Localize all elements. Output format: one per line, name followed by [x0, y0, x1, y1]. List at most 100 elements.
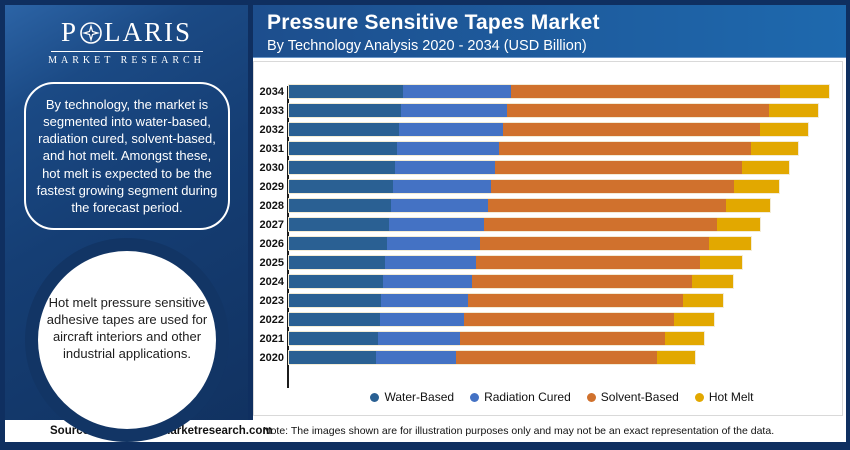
bar-segment-water-based — [289, 218, 390, 231]
stacked-bar — [289, 161, 790, 174]
bar-segment-hot-melt — [751, 142, 799, 155]
year-label: 2022 — [259, 313, 284, 326]
bar-segment-hot-melt — [742, 161, 790, 174]
year-label: 2030 — [259, 161, 284, 174]
logo-divider — [50, 51, 203, 52]
bar-segment-solvent-based — [487, 199, 726, 212]
year-label: 2020 — [259, 351, 284, 364]
year-label: 2032 — [259, 123, 284, 136]
bar-segment-solvent-based — [456, 351, 657, 364]
chart-row: 2021 — [254, 329, 836, 348]
stacked-bar — [289, 180, 780, 193]
stacked-bar — [289, 199, 771, 212]
bar-segment-hot-melt — [780, 85, 829, 98]
circle-text: Hot melt pressure sensitive adhesive tap… — [46, 295, 208, 361]
bar-segment-hot-melt — [699, 256, 742, 269]
bar-segment-radiation-cured — [397, 142, 499, 155]
legend-dot-icon — [470, 392, 480, 402]
bar-track — [289, 351, 836, 364]
year-label: 2023 — [259, 294, 284, 307]
legend-dot-icon — [586, 392, 596, 402]
stacked-bar — [289, 351, 695, 364]
bar-segment-water-based — [289, 199, 392, 212]
stacked-bar — [289, 85, 829, 98]
chart-panel: 2034 2033 2032 2031 2030 2029 2028 2027 2026 2025… — [253, 61, 843, 416]
bar-segment-solvent-based — [490, 180, 734, 193]
chart-row: 2024 — [254, 272, 836, 291]
bar-segment-radiation-cured — [399, 123, 503, 136]
bar-segment-hot-melt — [664, 332, 704, 345]
bar-segment-solvent-based — [483, 218, 717, 231]
legend-item: Hot Melt — [694, 390, 754, 404]
legend-label: Water-Based — [384, 390, 455, 404]
stacked-bar — [289, 142, 799, 155]
legend-label: Solvent-Based — [600, 390, 679, 404]
year-label: 2034 — [259, 85, 284, 98]
sidebar-circle-ring: Hot melt pressure sensitive adhesive tap… — [25, 238, 229, 442]
bar-segment-solvent-based — [498, 142, 752, 155]
bar-segment-radiation-cured — [387, 237, 480, 250]
bar-track — [289, 142, 836, 155]
chart-row: 2029 — [254, 177, 836, 196]
bar-segment-water-based — [289, 351, 376, 364]
bar-segment-hot-melt — [760, 123, 809, 136]
legend-item: Radiation Cured — [470, 390, 571, 404]
chart-row: 2023 — [254, 291, 836, 310]
bar-track — [289, 85, 836, 98]
callout-text: By technology, the market is segmented i… — [36, 96, 218, 215]
legend-dot-icon — [370, 392, 380, 402]
logo-subtitle: MARKET RESEARCH — [48, 55, 205, 66]
bar-segment-radiation-cured — [393, 180, 491, 193]
year-label: 2027 — [259, 218, 284, 231]
bar-segment-water-based — [289, 161, 396, 174]
bar-segment-hot-melt — [673, 313, 714, 326]
chart-legend: Water-Based Radiation Cured Solvent-Based H… — [288, 390, 836, 404]
bar-track — [289, 313, 836, 326]
bar-segment-water-based — [289, 180, 394, 193]
bar-track — [289, 180, 836, 193]
polaris-logo: P LARIS MARKET RESEARCH — [5, 17, 248, 66]
legend-dot-icon — [694, 392, 704, 402]
year-label: 2024 — [259, 275, 284, 288]
bar-segment-hot-melt — [682, 294, 723, 307]
chart-row: 2034 — [254, 82, 836, 101]
stacked-bar — [289, 123, 809, 136]
bar-segment-water-based — [289, 104, 402, 117]
bar-segment-solvent-based — [494, 161, 743, 174]
legend-label: Hot Melt — [708, 390, 754, 404]
bar-segment-water-based — [289, 142, 398, 155]
sidebar-circle: Hot melt pressure sensitive adhesive tap… — [38, 251, 216, 429]
bar-segment-water-based — [289, 123, 400, 136]
stacked-bar — [289, 218, 761, 231]
stacked-bar — [289, 294, 723, 307]
bar-segment-solvent-based — [460, 332, 665, 345]
bar-segment-hot-melt — [716, 218, 761, 231]
bar-segment-radiation-cured — [379, 313, 465, 326]
y-axis-line — [287, 86, 289, 388]
stacked-bar — [289, 313, 714, 326]
bar-segment-solvent-based — [464, 313, 674, 326]
chart-row: 2030 — [254, 158, 836, 177]
stacked-bar — [289, 104, 819, 117]
year-label: 2033 — [259, 104, 284, 117]
bar-segment-solvent-based — [471, 275, 692, 288]
bar-track — [289, 218, 836, 231]
chart-row: 2031 — [254, 139, 836, 158]
bar-track — [289, 294, 836, 307]
legend-label: Radiation Cured — [484, 390, 571, 404]
bar-segment-hot-melt — [691, 275, 733, 288]
chart-row: 2027 — [254, 215, 836, 234]
compass-star-icon — [79, 21, 103, 45]
bar-segment-solvent-based — [468, 294, 683, 307]
year-label: 2028 — [259, 199, 284, 212]
year-label: 2029 — [259, 180, 284, 193]
page-subtitle: By Technology Analysis 2020 - 2034 (USD … — [267, 38, 587, 54]
bar-segment-water-based — [289, 85, 404, 98]
content-area: P LARIS MARKET RESEARCH By technology, t… — [5, 5, 846, 442]
year-label: 2021 — [259, 332, 284, 345]
chart-row: 2028 — [254, 196, 836, 215]
bar-segment-solvent-based — [506, 104, 770, 117]
stacked-bar — [289, 256, 742, 269]
bar-segment-radiation-cured — [389, 218, 484, 231]
